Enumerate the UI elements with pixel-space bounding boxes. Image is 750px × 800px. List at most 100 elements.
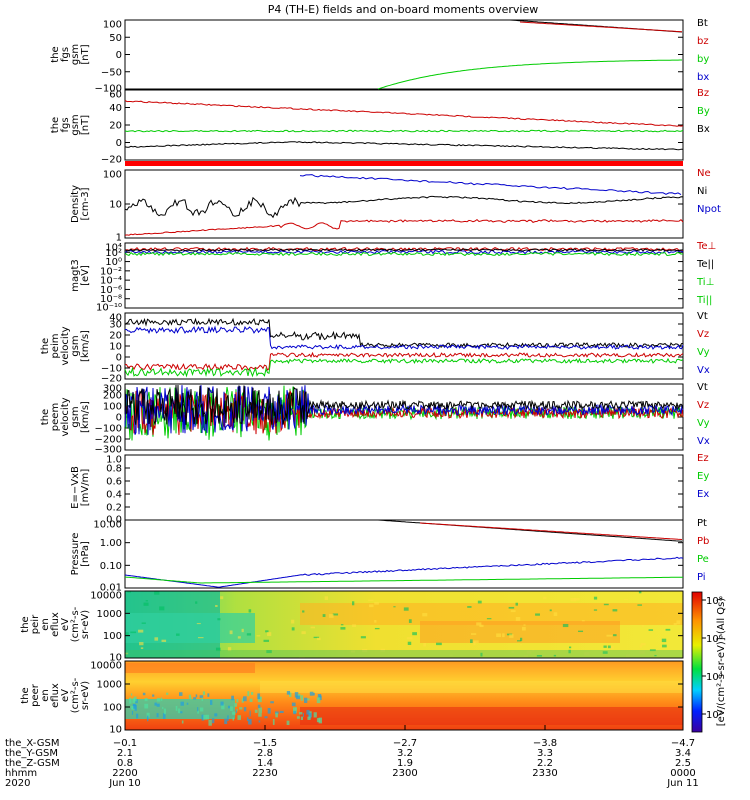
panel-frame: [124, 242, 684, 309]
y-tick-label: 100: [103, 20, 122, 31]
y-tick-label: 0.01: [100, 583, 122, 594]
x-tick-label: −2.7: [393, 738, 417, 749]
y-tick-label: 0: [116, 353, 122, 364]
x-row-name: the_X-GSM: [5, 738, 59, 749]
panel-7: 1.00.8 0.6 0.4 0.20.0 E=−VxB [mV/m] Ez Ey Ex: [70, 453, 709, 526]
panel-8: 10.00 1.00 0.10 0.01 Pressure [nPa] Pt Pb Pe Pi: [70, 518, 709, 594]
bz2-trace: [124, 99, 684, 127]
y-axis-label: peim: [50, 333, 61, 358]
y-tick-label: −10: [101, 364, 122, 375]
x-tick-label: 3.4: [675, 748, 691, 759]
x-tick-label: −3.8: [533, 738, 557, 749]
y-axis-label: peer: [30, 683, 41, 707]
by-trace: [377, 59, 682, 90]
x-tick-label: 2200: [112, 768, 137, 779]
legend-entry: Vx: [697, 436, 710, 447]
legend-entry: By: [697, 106, 710, 117]
legend-entry: bz: [697, 36, 709, 47]
y-axis-label: peem: [50, 403, 61, 431]
y-tick-label: 10⁻⁴: [100, 276, 122, 287]
y-tick-label: 300: [103, 384, 122, 395]
y-tick-label: 30: [109, 320, 122, 331]
npot-trace: [299, 174, 682, 196]
panel-frame: [124, 89, 684, 161]
legend-entry: Te||: [696, 259, 714, 270]
legend-entry: Bt: [697, 18, 708, 29]
legend-entry: by: [697, 54, 709, 65]
legend-entry: Vz: [697, 329, 709, 340]
y-axis-label: [mV/m]: [80, 469, 91, 507]
pe-trace: [124, 576, 683, 584]
legend-entry: Ne: [697, 168, 711, 179]
y-tick-label: 100: [103, 402, 122, 413]
legend-entry: Pb: [697, 536, 709, 547]
colorbar-tick: 10⁴: [706, 672, 723, 683]
y-tick-label: 0.8: [106, 464, 122, 475]
ni-trace: [124, 195, 684, 219]
y-tick-label: −100: [95, 84, 122, 95]
y-tick-label: 10000: [90, 661, 122, 672]
y-axis-label: the: [20, 687, 31, 703]
spectrogram-ion: [125, 591, 683, 658]
y-tick-label: 10⁻²: [100, 266, 122, 277]
legend-entry: Ey: [697, 471, 709, 482]
x-tick-label: −1.5: [253, 738, 277, 749]
x-row-name: hhmm: [5, 768, 37, 779]
y-tick-label: −20: [101, 155, 122, 166]
bz-trace: [519, 21, 683, 33]
y-tick-label: 1000: [97, 609, 122, 620]
vt-trace: [124, 317, 684, 349]
y-axis-label: [nT]: [80, 115, 91, 135]
y-tick-label: 20: [109, 121, 122, 132]
vz-trace: [124, 351, 684, 371]
ti-trace: [124, 251, 684, 257]
legend-entry: Vy: [697, 347, 710, 358]
y-axis-label: fgs: [60, 47, 71, 62]
y-tick-label: −50: [101, 67, 122, 78]
y-tick-label: 10⁻¹⁰: [96, 303, 122, 314]
bx2-trace: [124, 141, 684, 151]
x-row-name: 2020: [5, 778, 30, 789]
panel-frame: [124, 519, 684, 589]
x-tick-label: 1.9: [397, 758, 413, 769]
by2-trace: [124, 129, 684, 133]
panel-10: 10000 1000 100 10 the peer en eflux eV (cm²-s-sr-…: [20, 660, 684, 736]
y-axis-label: eV: [60, 618, 71, 631]
panel-2: 60 40 20 0 −20 the fgs gsm [nT] Bz By Bx: [50, 88, 710, 166]
y-axis-label: [nPa]: [80, 541, 91, 567]
y-axis-label: velocity: [60, 397, 71, 436]
y-tick-label: 100: [103, 170, 122, 181]
legend-entry: Pt: [697, 518, 707, 529]
y-tick-label: 100: [103, 703, 122, 714]
x-tick-label: 2.2: [537, 758, 553, 769]
y-axis-label: [km/s]: [80, 330, 91, 362]
y-axis-label: gsm: [70, 335, 81, 356]
legend-entry: Te⊥: [696, 241, 716, 252]
y-tick-label: 0.6: [106, 477, 122, 488]
pb-trace: [419, 522, 683, 540]
y-axis-label: magt3: [70, 259, 81, 292]
y-tick-label: 10.00: [93, 520, 122, 531]
x-tick-label: 2.8: [257, 748, 273, 759]
y-axis-label: the: [40, 338, 51, 354]
figure-title: P4 (TH-E) fields and on-board moments ov…: [268, 3, 539, 16]
legend-entry: Npot: [697, 204, 721, 215]
y-tick-label: 0: [116, 413, 122, 424]
colorbar: [eV/(cm²-s-sr-eV)] (All Qs) 10⁸ 10⁶ 10⁴ 10²: [691, 591, 727, 733]
y-tick-label: 10: [109, 653, 122, 664]
y-tick-label: 20: [109, 331, 122, 342]
x-tick-label: Jun 10: [108, 778, 141, 789]
panel-frame: [124, 590, 684, 659]
panel-3: 100 10 1 Density [cm-3] Ne Ni Npot: [70, 168, 721, 244]
y-axis-label: (cm²-s-: [70, 677, 81, 713]
legend-entry: Vy: [697, 418, 710, 429]
y-tick-label: 0.4: [106, 490, 122, 501]
y-axis-label: E=−VxB: [70, 466, 81, 509]
x-tick-label: 2230: [252, 768, 277, 779]
y-tick-label: 0: [116, 50, 122, 61]
y-tick-label: 40: [109, 313, 122, 324]
y-tick-label: −300: [95, 445, 122, 456]
tpar-trace: [124, 248, 684, 252]
